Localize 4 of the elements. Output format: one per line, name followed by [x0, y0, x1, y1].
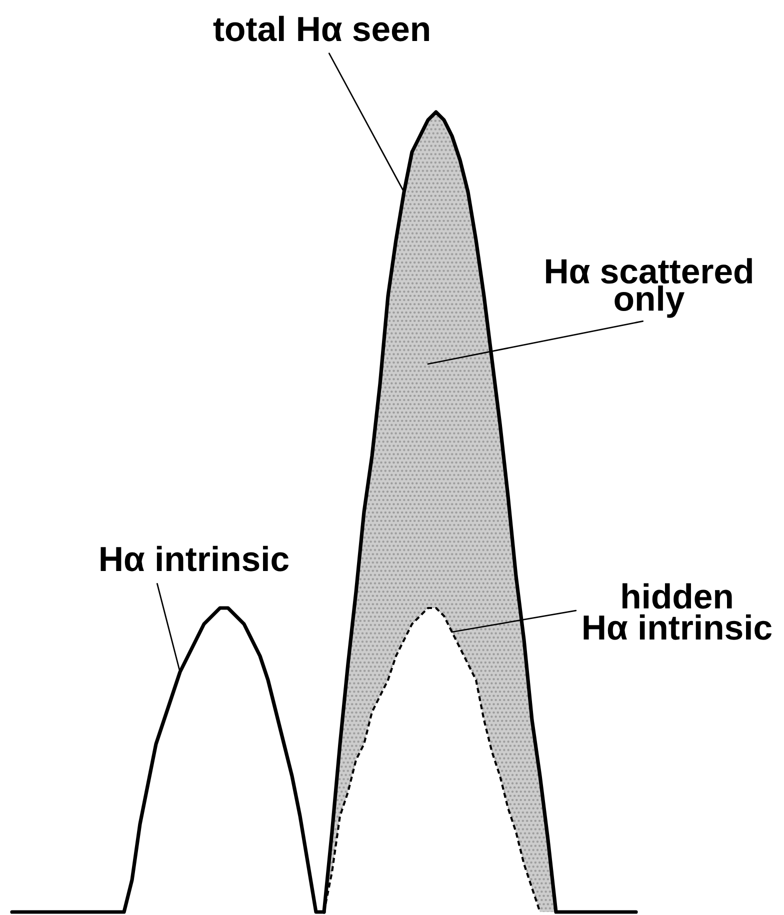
text: hidden Hα intrinsic — [584, 583, 772, 640]
series-label: Hα intrinsic — [100, 546, 289, 572]
text: total Hα seen — [213, 16, 429, 42]
annotation: Hα scattered only — [546, 258, 752, 318]
